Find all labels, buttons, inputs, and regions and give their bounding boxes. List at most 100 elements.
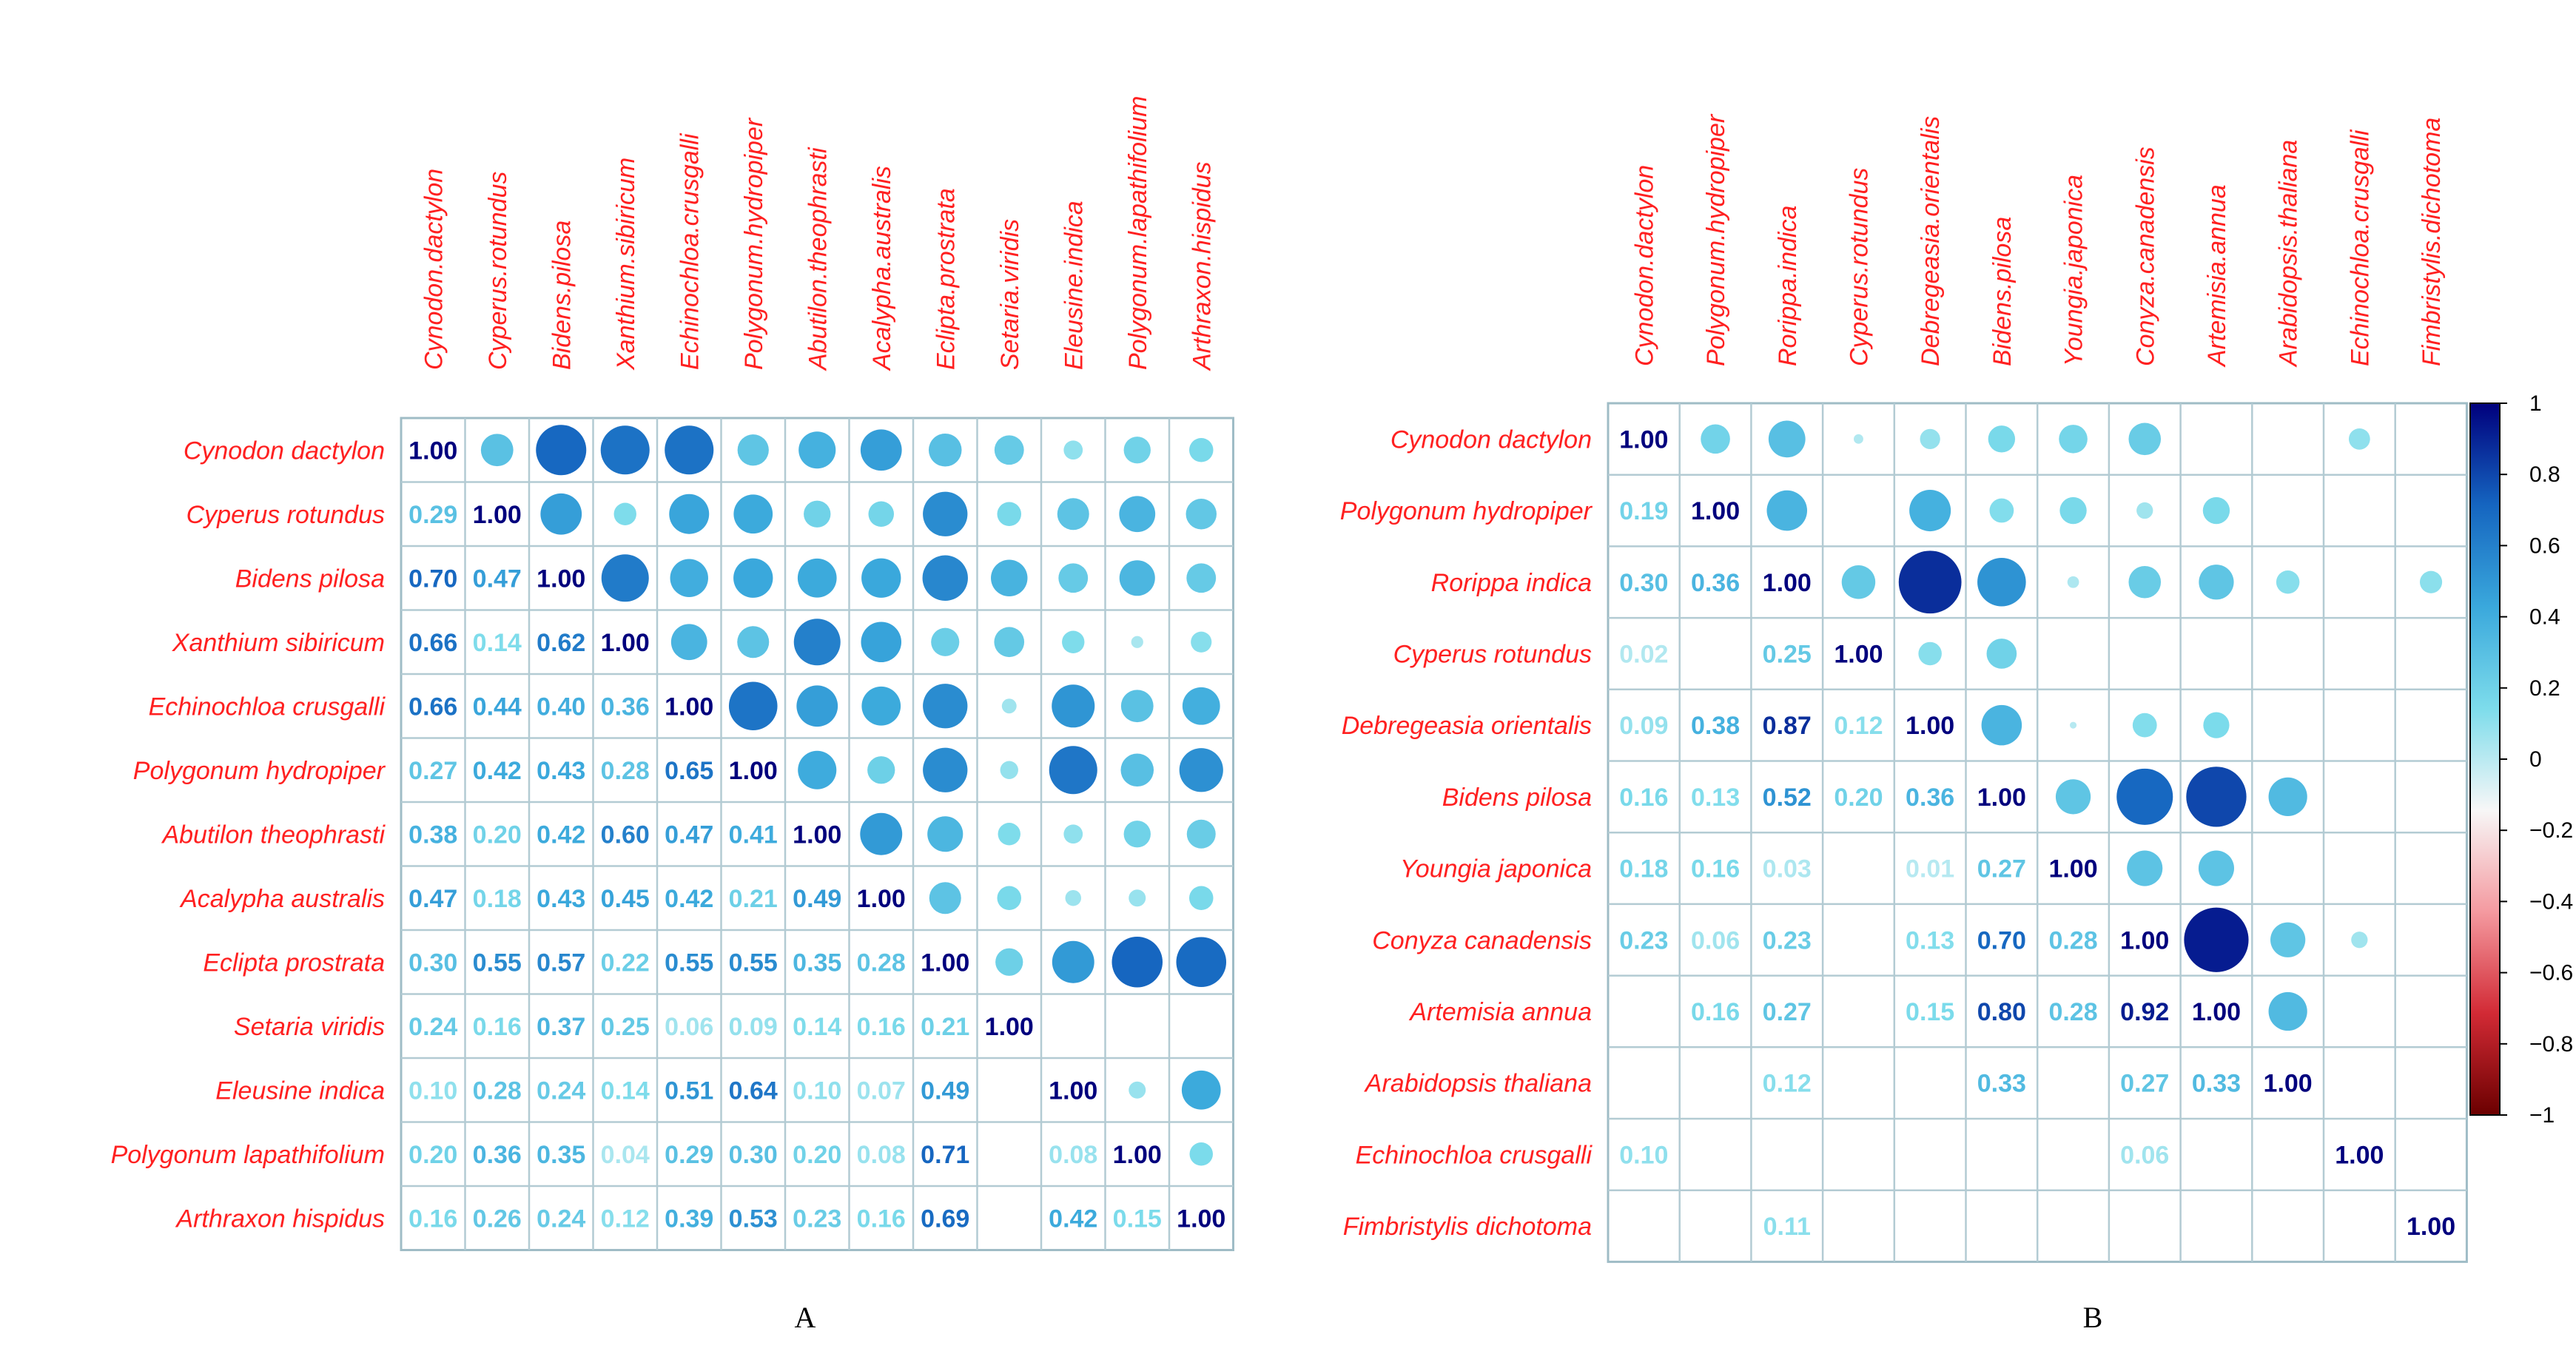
a-coefficient-label: 1.00 [857,885,906,913]
b-correlation-circle [1841,565,1876,599]
a-correlation-circle [536,425,587,476]
a-coefficient-label: 1.00 [921,949,969,977]
b-column-label: Artemisia.annua [2203,184,2231,368]
a-correlation-circle [665,425,714,475]
a-coefficient-label: 0.38 [408,821,457,849]
a-row-label: Cyperus rotundus [186,501,385,529]
a-coefficient-label: 0.26 [473,1205,522,1233]
b-coefficient-label: 0.06 [1691,926,1740,954]
b-coefficient-label: 0.33 [1977,1070,2026,1098]
a-coefficient-label: 1.00 [1177,1205,1225,1233]
a-correlation-circle [1119,496,1156,533]
a-correlation-circle [737,626,770,659]
b-coefficient-label: 1.00 [1619,425,1668,454]
b-coefficient-label: 0.11 [1763,1213,1811,1241]
a-coefficient-label: 0.47 [408,885,457,913]
b-column-label: Echinochloa.crusgalli [2346,129,2374,366]
a-correlation-circle [991,559,1028,596]
b-column-label: Conyza.canadensis [2131,146,2159,366]
a-correlation-circle [798,431,836,469]
a-correlation-circle [1189,1142,1213,1166]
b-coefficient-label: 1.00 [2335,1141,2384,1169]
a-coefficient-label: 0.10 [408,1077,457,1105]
a-coefficient-label: 0.42 [1049,1205,1097,1233]
b-correlation-circle [1988,425,2016,453]
a-correlation-circle [540,493,582,535]
a-coefficient-label: 0.40 [537,693,585,721]
b-correlation-circle [1768,420,1806,458]
b-coefficient-label: 0.20 [1834,784,1883,812]
a-correlation-circle [796,685,838,727]
a-row-label: Polygonum lapathifolium [111,1141,385,1169]
colorbar-tick-label: −0.2 [2529,818,2573,843]
a-coefficient-label: 0.43 [537,885,585,913]
a-correlation-circle [600,425,650,475]
b-coefficient-label: 0.70 [1977,926,2026,954]
b-row-label: Polygonum hydropiper [1340,497,1593,525]
colorbar-tick-label: 0 [2529,747,2542,772]
b-correlation-circle [2128,565,2162,599]
a-correlation-circle [927,816,964,852]
a-coefficient-label: 0.14 [793,1013,841,1041]
b-coefficient-label: 0.28 [2048,998,2097,1026]
a-row-label: Arthraxon hispidus [175,1205,385,1233]
a-coefficient-label: 0.47 [473,565,522,593]
b-correlation-circle [1898,550,1962,614]
a-coefficient-label: 0.39 [665,1205,713,1233]
b-column-label: Cyperus.rotundus [1845,168,1873,366]
b-coefficient-label: 0.15 [1906,998,1954,1026]
b-coefficient-label: 0.12 [1834,712,1883,740]
b-correlation-circle [2059,496,2087,525]
b-coefficient-label: 0.16 [1619,784,1668,812]
a-correlation-circle [1065,889,1082,906]
b-coefficient-label: 0.23 [1619,926,1668,954]
a-coefficient-label: 0.66 [408,629,457,657]
a-coefficient-label: 0.35 [537,1141,585,1169]
b-coefficient-label: 0.13 [1906,926,1954,954]
a-coefficient-label: 0.29 [408,501,457,529]
colorbar-tick-label: −0.8 [2529,1032,2573,1057]
a-correlation-circle [797,558,837,598]
b-column-label: Youngia.japonica [2060,175,2088,366]
a-correlation-circle [1119,560,1155,596]
a-coefficient-label: 0.30 [408,949,457,977]
a-coefficient-label: 0.64 [729,1077,778,1105]
a-coefficient-label: 0.35 [793,949,841,977]
b-column-label: Polygonum.hydropiper [1702,113,1730,366]
a-correlation-circle [480,434,514,467]
a-correlation-circle [733,558,773,598]
a-correlation-circle [1052,684,1095,728]
a-coefficient-label: 0.28 [473,1077,522,1105]
b-coefficient-label: 0.25 [1763,640,1812,668]
b-coefficient-label: 0.52 [1763,784,1812,812]
a-correlation-circle [1001,698,1017,714]
a-correlation-circle [669,494,710,534]
b-coefficient-label: 0.02 [1619,640,1668,668]
a-coefficient-label: 0.08 [1049,1141,1097,1169]
a-correlation-circle [928,433,962,467]
a-coefficient-label: 0.42 [537,821,585,849]
b-column-label: Cynodon.dactylon [1630,165,1658,366]
b-correlation-circle [2136,502,2153,519]
a-coefficient-label: 0.49 [921,1077,969,1105]
a-coefficient-label: 0.36 [601,693,650,721]
a-coefficient-label: 0.10 [793,1077,841,1105]
a-coefficient-label: 1.00 [473,501,522,529]
a-correlation-circle [1062,630,1085,653]
a-column-label: Acalypha.australis [868,166,896,371]
a-coefficient-label: 0.70 [408,565,457,593]
colorbar-tick-label: −0.6 [2529,961,2573,986]
colorbar-tick-label: 0.4 [2529,605,2560,630]
a-correlation-circle [733,494,773,534]
b-correlation-circle [2067,576,2079,588]
a-coefficient-label: 0.15 [1113,1205,1162,1233]
a-row-label: Xanthium sibiricum [172,629,385,657]
b-column-label: Debregeasia.orientalis [1917,116,1945,366]
b-correlation-circle [2059,425,2088,454]
a-correlation-circle [1120,753,1154,787]
a-coefficient-label: 0.65 [665,757,713,785]
a-correlation-circle [861,558,901,598]
b-coefficient-label: 0.06 [2120,1141,2169,1169]
b-correlation-circle [2203,712,2230,738]
colorbar-tick-label: 0.8 [2529,462,2560,487]
